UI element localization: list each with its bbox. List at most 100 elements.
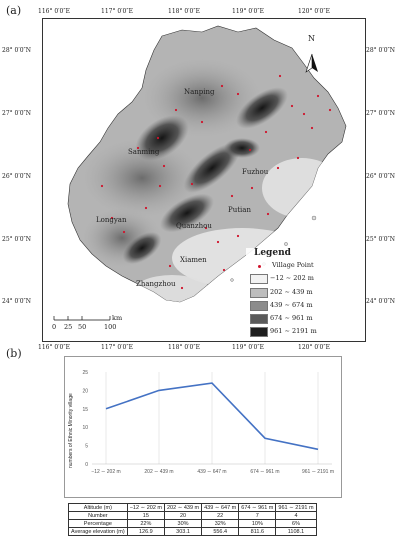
table-cell: 811.6 (238, 527, 277, 536)
lat-label-left-26: 26° 0′0″N (2, 173, 32, 180)
table-cell: 30% (163, 519, 203, 528)
table-cell: 126.9 (126, 527, 165, 536)
table-cell: 32% (201, 519, 240, 528)
legend-swatch-3 (250, 301, 268, 311)
y-tick-label: 20 (82, 388, 88, 394)
table-cell: 4 (275, 511, 317, 520)
legend-class-4: 674 ∼ 961 m (270, 314, 313, 322)
legend-swatch-5 (250, 327, 268, 337)
scale-label-100: 100 (104, 323, 117, 331)
village-point-icon (258, 265, 261, 268)
lon-label-bottom-120: 120° 0′0″E (298, 344, 330, 351)
vertical-gridlines (92, 372, 332, 465)
table-cell: 674 ∼ 961 m (238, 503, 277, 512)
x-tick-label: 202 ∼ 439 m (144, 469, 173, 475)
legend-title: Legend (254, 248, 291, 258)
series-line (105, 382, 319, 451)
table-cell: 961 ∼ 2191 m (275, 503, 317, 512)
x-tick-label: 961 ∼ 2191 m (302, 469, 334, 475)
legend-class-5: 961 ∼ 2191 m (270, 327, 317, 335)
lat-label-right-26: 26° 0′0″N (366, 173, 396, 180)
legend-class-2: 202 ∼ 439 m (270, 288, 313, 296)
lat-label-right-25: 25° 0′0″N (366, 236, 396, 243)
scale-label-0: 0 (52, 323, 57, 331)
y-tick-label: 15 (82, 407, 88, 413)
map-frame (42, 18, 366, 342)
table-cell: 22% (126, 519, 165, 528)
north-arrow-icon (305, 53, 318, 73)
panel-b-label: (b) (6, 347, 22, 360)
x-tick-label: 674 ∼ 961 m (250, 469, 279, 475)
table-cell: 22 (201, 511, 240, 520)
legend-swatch-4 (250, 314, 268, 324)
lat-label-left-28: 28° 0′0″N (2, 47, 32, 54)
table-cell: 10% (238, 519, 277, 528)
place-sanming: Sanming (128, 148, 160, 156)
y-tick-labels: 0 5 10 15 20 25 (82, 370, 88, 468)
scale-label-km: km (112, 314, 123, 322)
table-cell: 15 (126, 511, 165, 520)
altitude-stats-table: Altitude (m) −12 ∼ 202 m 202 ∼ 439 m 439… (68, 503, 317, 536)
village-points (100, 74, 332, 290)
legend-village-label: Village Point (272, 261, 314, 269)
table-cell: Number (68, 511, 128, 520)
scale-label-25: 25 (64, 323, 73, 331)
north-label: N (308, 34, 315, 43)
y-axis-label: numbers of Ethnic Minority village (68, 393, 74, 468)
legend-swatch-1 (250, 274, 268, 284)
place-zhangzhou: Zhangzhou (136, 280, 176, 288)
panel-a-label: (a) (6, 4, 22, 17)
table-cell: 7 (238, 511, 277, 520)
table-row: Number 15 20 22 7 4 (68, 511, 317, 520)
place-fuzhou: Fuzhou (242, 168, 269, 176)
table-cell: 439 ∼ 647 m (201, 503, 240, 512)
y-tick-label: 5 (85, 444, 88, 450)
scale-label-50: 50 (78, 323, 87, 331)
y-tick-label: 10 (82, 425, 88, 431)
scale-bar (53, 316, 111, 321)
x-tick-label: 439 ∼ 647 m (197, 469, 226, 475)
place-nanping: Nanping (184, 88, 215, 96)
lon-label-bottom-119: 119° 0′0″E (232, 344, 264, 351)
table-cell: 202 ∼ 439 m (163, 503, 203, 512)
lon-label-bottom-117: 117° 0′0″E (101, 344, 133, 351)
table-cell: 556.4 (201, 527, 240, 536)
legend-class-1: −12 ∼ 202 m (270, 274, 314, 282)
lat-label-left-24: 24° 0′0″N (2, 298, 32, 305)
lon-label-top-120: 120° 0′0″E (298, 8, 330, 15)
lon-label-top-116: 116° 0′0″E (38, 8, 70, 15)
table-cell: −12 ∼ 202 m (126, 503, 165, 512)
table-cell: Percentage (68, 519, 128, 528)
lat-label-left-25: 25° 0′0″N (2, 236, 32, 243)
place-longyan: Longyan (96, 216, 127, 224)
y-tick-label: 0 (85, 462, 88, 468)
y-tick-label: 25 (82, 370, 88, 376)
lat-label-right-24: 24° 0′0″N (366, 298, 396, 305)
table-cell: Altitude (m) (68, 503, 128, 512)
table-cell: 303.1 (163, 527, 203, 536)
chart-frame (64, 356, 342, 498)
table-header-row: Altitude (m) −12 ∼ 202 m 202 ∼ 439 m 439… (68, 503, 317, 512)
table-row: Average elevation (m) 126.9 303.1 556.4 … (68, 527, 317, 536)
table-cell: Average elevation (m) (68, 527, 128, 536)
place-putian: Putian (228, 206, 251, 214)
lon-label-top-118: 118° 0′0″E (168, 8, 200, 15)
place-quanzhou: Quanzhou (176, 222, 212, 230)
lon-label-top-119: 119° 0′0″E (232, 8, 264, 15)
x-tick-labels: −12 ∼ 202 m 202 ∼ 439 m 439 ∼ 647 m 674 ∼ 9… (91, 469, 334, 475)
x-tick-label: −12 ∼ 202 m (91, 469, 120, 475)
legend-class-3: 439 ∼ 674 m (270, 301, 313, 309)
table-cell: 20 (163, 511, 203, 520)
legend-swatch-2 (250, 288, 268, 298)
lat-label-right-27: 27° 0′0″N (366, 110, 396, 117)
lat-label-right-28: 28° 0′0″N (366, 47, 396, 54)
lon-label-bottom-116: 116° 0′0″E (38, 344, 70, 351)
lon-label-top-117: 117° 0′0″E (101, 8, 133, 15)
place-xiamen: Xiamen (180, 256, 207, 264)
lon-label-bottom-118: 118° 0′0″E (168, 344, 200, 351)
table-row: Percentage 22% 30% 32% 10% 6% (68, 519, 317, 528)
legend-box: Legend Village Point −12 ∼ 202 m 202 ∼ 4… (246, 248, 364, 338)
lat-label-left-27: 27° 0′0″N (2, 110, 32, 117)
table-cell: 1108.1 (275, 527, 317, 536)
elevation-line-chart: 0 5 10 15 20 25 −12 ∼ 202 m 202 ∼ 439 m 439 ∼ 6… (82, 370, 334, 475)
